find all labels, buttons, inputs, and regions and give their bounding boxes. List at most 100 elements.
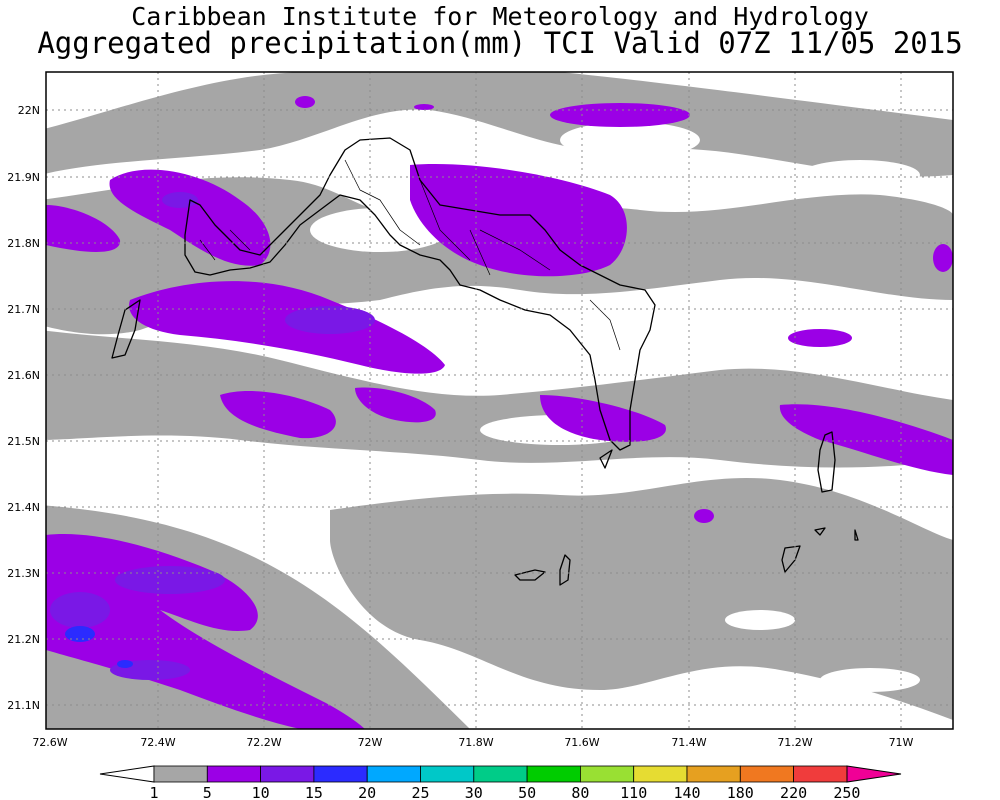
colorbar-cell xyxy=(206,765,262,783)
colorbar-over-arrow xyxy=(846,765,902,783)
lat-label: 21.4N xyxy=(7,501,40,514)
title-institute: Caribbean Institute for Meteorology and … xyxy=(131,2,869,31)
lon-label: 71.6W xyxy=(564,736,599,749)
colorbar-labels: 1 5 10 15 20 25 30 50 80 110 140 180 220 250 xyxy=(149,784,860,800)
lon-label: 72.2W xyxy=(246,736,281,749)
colorbar-cell xyxy=(473,765,528,783)
purple-band-west xyxy=(46,205,121,252)
purple-blob-south-2 xyxy=(355,387,436,423)
island-outlines xyxy=(111,137,859,586)
colorbar-cell xyxy=(739,765,794,783)
west-caicos-outline xyxy=(111,299,141,359)
inner-lines-1 xyxy=(199,159,621,351)
colorbar-under-arrow xyxy=(99,765,155,783)
colorbar-level-label: 220 xyxy=(780,784,807,800)
violet-core-3 xyxy=(50,592,110,628)
purple-dot-1 xyxy=(295,96,315,108)
lat-label: 21.8N xyxy=(7,237,40,250)
lon-label: 72.4W xyxy=(140,736,175,749)
lat-label: 21.1N xyxy=(7,699,40,712)
lat-label: 21.9N xyxy=(7,171,40,184)
clear-patch-4 xyxy=(725,610,795,630)
colorbar-level-label: 110 xyxy=(620,784,647,800)
colorbar-cell xyxy=(793,765,848,783)
colorbar-level-label: 20 xyxy=(358,784,376,800)
colorbar-cell xyxy=(260,765,315,783)
violet-core-1 xyxy=(285,306,375,334)
purple-blob-ne xyxy=(550,103,690,127)
purple-band-northwest xyxy=(109,169,271,266)
lon-label: 72W xyxy=(358,736,383,749)
lat-axis: 22N 21.9N 21.8N 21.7N 21.6N 21.5N 21.4N … xyxy=(7,104,40,712)
lat-label: 21.2N xyxy=(7,633,40,646)
gray-band-middle xyxy=(46,330,953,468)
cay-3 xyxy=(599,449,613,469)
precip-shading-violet xyxy=(50,192,375,680)
lon-label: 72.6W xyxy=(32,736,67,749)
blue-core-2 xyxy=(117,660,133,668)
blue-core-1 xyxy=(65,626,95,642)
lon-label: 71.2W xyxy=(777,736,812,749)
gridlines xyxy=(46,72,953,729)
north-caicos-outline xyxy=(184,137,656,451)
purple-blob-east xyxy=(779,404,953,475)
colorbar-cell xyxy=(580,765,635,783)
colorbar-cell xyxy=(153,765,208,783)
violet-core-5 xyxy=(162,192,198,208)
precip-shading-gray xyxy=(46,72,953,729)
purple-band-caicos xyxy=(410,164,627,277)
violet-core-2 xyxy=(115,566,225,594)
gray-band-lower xyxy=(330,477,953,720)
lat-label: 22N xyxy=(18,104,40,117)
clear-patch-1 xyxy=(560,122,700,158)
purple-dot-3 xyxy=(694,509,714,523)
lon-label: 71W xyxy=(889,736,914,749)
colorbar-level-label: 250 xyxy=(833,784,860,800)
map-frame-group: 22N 21.9N 21.8N 21.7N 21.6N 21.5N 21.4N … xyxy=(7,71,954,749)
cay-4 xyxy=(814,527,826,536)
grand-turk-outline xyxy=(817,431,836,493)
clear-patch-5 xyxy=(820,668,920,692)
colorbar-level-label: 180 xyxy=(727,784,754,800)
lon-axis: 72.6W 72.4W 72.2W 72W 71.8W 71.6W 71.4W … xyxy=(32,736,913,749)
colorbar-level-label: 1 xyxy=(149,784,158,800)
colorbar-level-label: 30 xyxy=(465,784,483,800)
colorbar-cells xyxy=(153,765,848,783)
purple-dot-2 xyxy=(414,104,434,110)
colorbar: 1 5 10 15 20 25 30 50 80 110 140 180 220 250 xyxy=(99,765,902,800)
colorbar-cell xyxy=(313,765,368,783)
precip-shading-blue xyxy=(65,626,133,668)
colorbar-level-label: 25 xyxy=(411,784,429,800)
colorbar-level-label: 15 xyxy=(305,784,323,800)
map-border xyxy=(45,71,954,730)
purple-blob-e xyxy=(788,329,852,347)
colorbar-level-label: 140 xyxy=(673,784,700,800)
title-product: Aggregated precipitation(mm) TCI Valid 0… xyxy=(37,26,963,60)
purple-blob-south-1 xyxy=(220,390,336,439)
colorbar-cell xyxy=(686,765,741,783)
purple-dot-4 xyxy=(933,244,953,272)
gray-patch-east xyxy=(865,560,953,680)
cay-1 xyxy=(514,569,546,581)
purple-band-central xyxy=(129,281,446,374)
lon-label: 71.8W xyxy=(458,736,493,749)
cay-5 xyxy=(854,529,859,541)
lat-label: 21.3N xyxy=(7,567,40,580)
lat-label: 21.7N xyxy=(7,303,40,316)
colorbar-cell xyxy=(526,765,581,783)
colorbar-level-label: 80 xyxy=(571,784,589,800)
lon-label: 71.4W xyxy=(671,736,706,749)
colorbar-cell xyxy=(420,765,475,783)
colorbar-cell xyxy=(366,765,421,783)
lat-label: 21.6N xyxy=(7,369,40,382)
clear-patch-2 xyxy=(800,160,920,190)
salt-cay-outline xyxy=(781,545,801,573)
colorbar-level-label: 10 xyxy=(252,784,270,800)
gray-band-north xyxy=(46,72,953,177)
cay-2 xyxy=(559,554,571,586)
colorbar-level-label: 5 xyxy=(203,784,212,800)
colorbar-cell xyxy=(633,765,688,783)
colorbar-level-label: 50 xyxy=(518,784,536,800)
lat-label: 21.5N xyxy=(7,435,40,448)
